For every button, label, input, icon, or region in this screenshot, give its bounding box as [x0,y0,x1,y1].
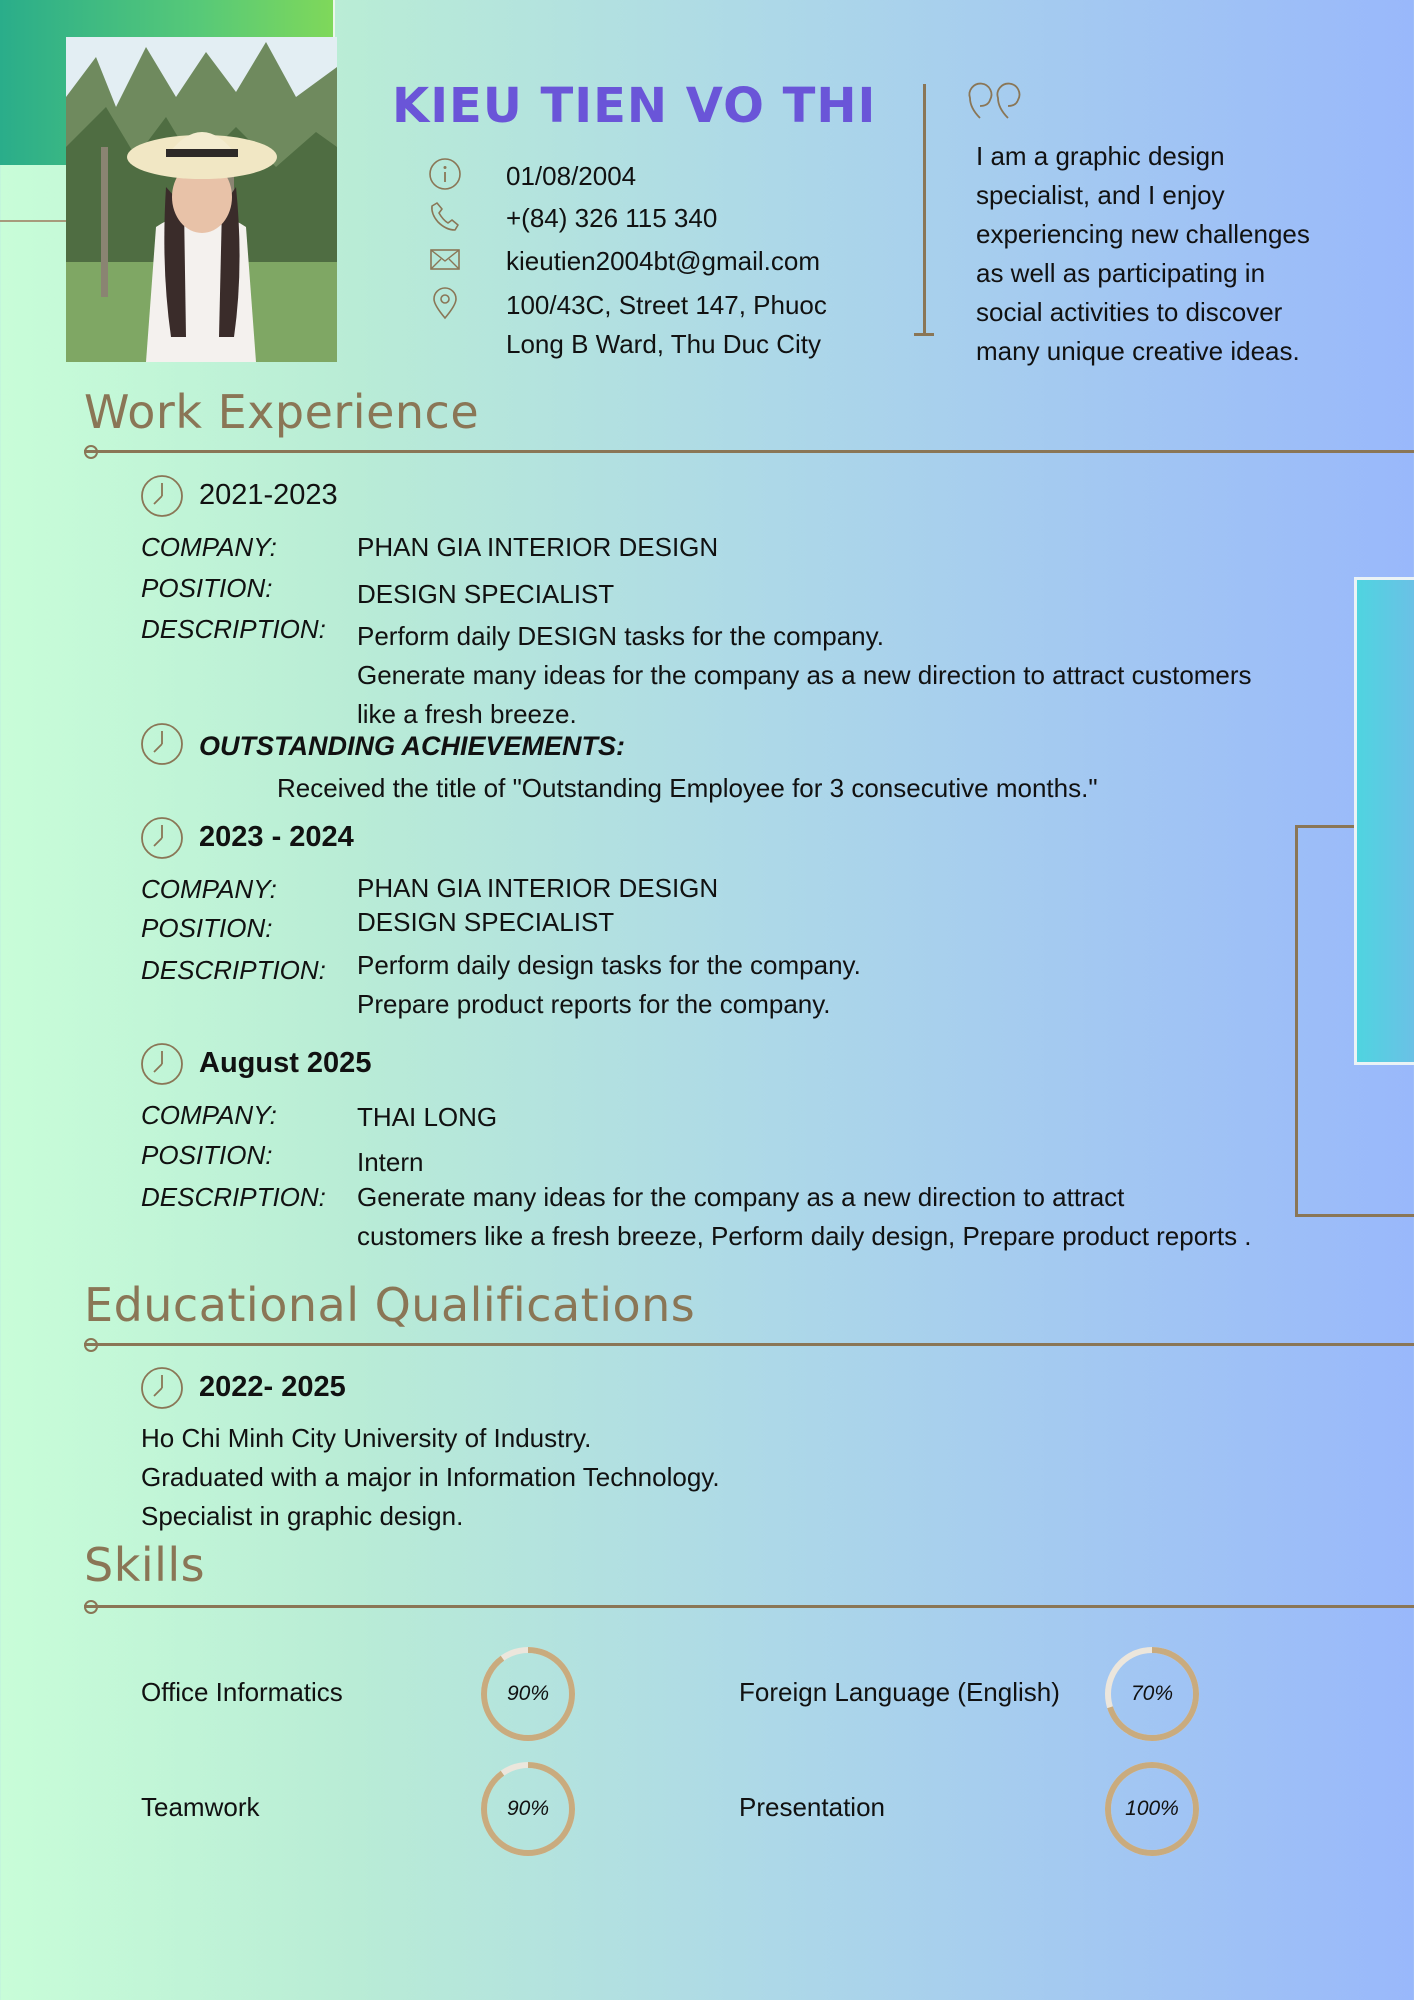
education-period: 2022- 2025 [199,1371,346,1403]
job-period: 2021-2023 [199,479,338,511]
company-label: COMPANY: [141,1100,277,1130]
header-divider-foot [914,333,934,336]
skill-percent: 100% [1125,1797,1179,1820]
about-line: I am a graphic design [976,141,1225,171]
skill-progress-ring: 70% [1104,1646,1200,1742]
position-label: POSITION: [141,913,273,943]
achievements-text: Received the title of "Outstanding Emplo… [277,773,1098,803]
description-line: Perform daily design tasks for the compa… [357,950,861,980]
skill-name: Office Informatics [141,1677,343,1707]
section-rule [84,1343,1414,1346]
clock-icon [140,474,184,518]
skills-title: Skills [84,1538,206,1592]
company-label: COMPANY: [141,874,277,904]
about-line: many unique creative ideas. [976,336,1300,366]
section-rule-dot [84,1600,98,1614]
about-line: experiencing new challenges [976,219,1310,249]
company-value: THAI LONG [357,1102,498,1132]
skill-progress-ring: 100% [1104,1761,1200,1857]
mail-icon [424,242,466,276]
quote-icon [966,82,1028,122]
clock-icon [140,816,184,860]
phone-icon [424,199,466,233]
clock-icon [140,1042,184,1086]
description-line: Perform daily DESIGN tasks for the compa… [357,621,884,651]
company-label: COMPANY: [141,532,277,562]
address-text: 100/43C, Street 147, Phuoc Long B Ward, T… [506,286,827,364]
info-icon [424,157,466,191]
contact-email: kieutien2004bt@gmail.com [424,242,820,281]
corner-decoration-line [0,220,66,222]
skill-percent: 90% [506,1797,550,1820]
position-label: POSITION: [141,1140,273,1170]
education-line: Graduated with a major in Information Te… [141,1462,720,1492]
position-label: POSITION: [141,573,273,603]
birthdate-text: 01/08/2004 [506,161,637,191]
description-value: Generate many ideas for the company as a… [357,1178,1252,1256]
description-line: Prepare product reports for the company. [357,989,831,1019]
achievements-title: OUTSTANDING ACHIEVEMENTS: [199,731,626,761]
position-value: Intern [357,1147,424,1177]
description-label: DESCRIPTION: [141,1182,326,1212]
skill-percent: 90% [506,1682,550,1705]
about-line: as well as participating in [976,258,1266,288]
section-rule-dot [84,1338,98,1352]
person-name: KIEU TIEN VO THI [392,78,877,134]
skill-percent: 70% [1130,1682,1174,1705]
contact-phone: +(84) 326 115 340 [424,199,717,238]
address-line-2: Long B Ward, Thu Duc City [506,329,822,359]
job-period: August 2025 [199,1047,372,1079]
skill-progress-ring: 90% [480,1646,576,1742]
skill-name: Foreign Language (English) [739,1677,1060,1707]
description-value: Perform daily design tasks for the compa… [357,946,861,1024]
education-title: Educational Qualifications [84,1278,696,1332]
description-line: Generate many ideas for the company as a… [357,1182,1125,1212]
phone-text: +(84) 326 115 340 [506,203,718,233]
description-line: customers like a fresh breeze, Perform d… [357,1221,1252,1251]
contact-address: 100/43C, Street 147, Phuoc Long B Ward, T… [424,286,827,364]
section-rule [84,1605,1414,1608]
address-line-1: 100/43C, Street 147, Phuoc [506,290,827,320]
description-label: DESCRIPTION: [141,955,326,985]
position-value: DESIGN SPECIALIST [357,579,615,609]
education-line: Specialist in graphic design. [141,1501,464,1531]
description-value: Perform daily DESIGN tasks for the compa… [357,617,1252,734]
profile-photo [66,37,337,362]
skill-name: Teamwork [141,1792,260,1822]
company-value: PHAN GIA INTERIOR DESIGN [357,873,719,903]
education-line: Ho Chi Minh City University of Industry. [141,1423,592,1453]
section-rule-dot [84,445,98,459]
company-value: PHAN GIA INTERIOR DESIGN [357,532,719,562]
work-experience-title: Work Experience [84,385,480,439]
contact-birthdate: 01/08/2004 [424,157,636,196]
description-line: like a fresh breeze. [357,699,577,729]
description-line: Generate many ideas for the company as a… [357,660,1252,690]
section-rule [84,450,1414,453]
about-line: social activities to discover [976,297,1283,327]
skill-progress-ring: 90% [480,1761,576,1857]
about-line: specialist, and I enjoy [976,180,1225,210]
skill-name: Presentation [739,1792,885,1822]
position-value: DESIGN SPECIALIST [357,907,615,937]
location-pin-icon [424,286,466,320]
job-period: 2023 - 2024 [199,821,354,853]
email-text: kieutien2004bt@gmail.com [506,246,821,276]
side-decoration-bar [1354,577,1414,1065]
description-label: DESCRIPTION: [141,614,326,644]
clock-icon [140,1366,184,1410]
header-divider [923,84,926,336]
clock-icon [140,722,184,766]
about-text: I am a graphic design specialist, and I … [976,137,1376,371]
